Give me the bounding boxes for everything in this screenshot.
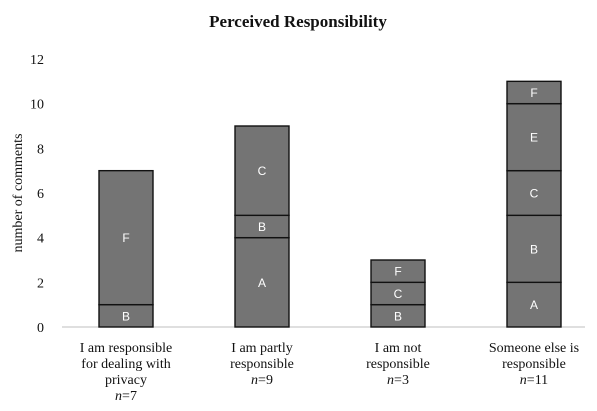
segment-label: B: [258, 220, 266, 234]
bar-segment: [98, 169, 154, 306]
y-axis-ticks: 0 2 4 6 8 10 12: [30, 53, 44, 336]
bar-segment: [506, 169, 562, 217]
segment-label: B: [122, 309, 130, 323]
bar-segment: [234, 125, 290, 217]
bar-stack: BCF: [370, 259, 426, 328]
category-count-label: n=3: [387, 373, 409, 388]
bar-segment: [234, 236, 290, 328]
y-tick-label: 8: [37, 142, 44, 157]
category-label-line: responsible: [502, 357, 566, 372]
y-tick-label: 6: [37, 187, 44, 202]
y-tick-label: 0: [37, 321, 44, 336]
y-tick-label: 2: [37, 276, 44, 291]
bar-stack: A B C: [234, 125, 290, 328]
segment-label: E: [530, 131, 538, 145]
category-count-label: n=11: [520, 373, 548, 388]
segment-label: B: [530, 242, 538, 256]
y-tick-label: 4: [37, 232, 44, 247]
segment-label: F: [394, 265, 401, 279]
bar-segment: [370, 259, 426, 284]
category-count-label: n=7: [115, 389, 137, 404]
y-axis-label: number of comments: [11, 134, 26, 253]
bar-stack: BF: [98, 169, 154, 328]
category-label-line: privacy: [105, 373, 147, 388]
chart-title: Perceived Responsibility: [209, 12, 387, 31]
category-label-line: I am not: [375, 341, 422, 356]
y-tick-label: 12: [30, 53, 44, 68]
segment-label: A: [530, 298, 538, 312]
segment-label: C: [258, 164, 267, 178]
bar-segment: [506, 214, 562, 284]
bar-segment: [506, 80, 562, 105]
category-label-line: responsible: [230, 357, 294, 372]
category-label-line: for dealing with: [81, 357, 170, 372]
segment-label: C: [530, 187, 539, 201]
bar-stack: A B C E F: [506, 80, 562, 328]
segment-label: F: [122, 231, 129, 245]
segment-label: C: [394, 287, 403, 301]
category-label-line: I am responsible: [80, 341, 173, 356]
y-tick-label: 10: [30, 98, 44, 113]
category-label-line: Someone else is: [489, 341, 579, 356]
category-count-label: n=9: [251, 373, 273, 388]
segment-label: A: [258, 276, 266, 290]
segment-label: B: [394, 309, 402, 323]
category-label-line: responsible: [366, 357, 430, 372]
segment-label: F: [530, 86, 537, 100]
bar-segment: [506, 281, 562, 328]
category-label-line: I am partly: [231, 341, 292, 356]
